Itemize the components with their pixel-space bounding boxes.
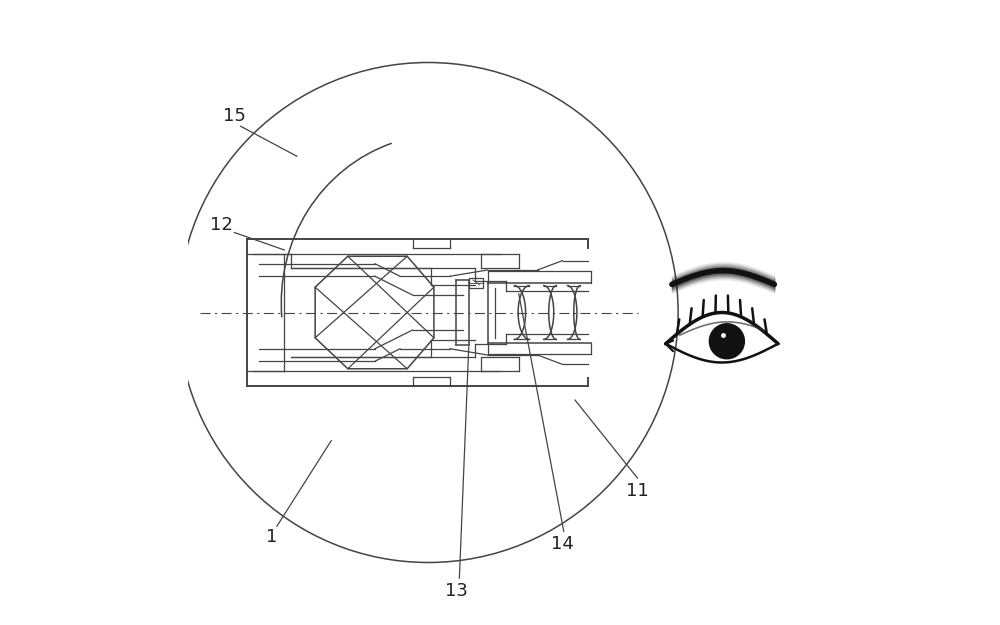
Text: 13: 13: [445, 582, 468, 599]
Text: 1: 1: [266, 529, 278, 546]
Text: 14: 14: [551, 535, 574, 552]
Bar: [469, 278, 483, 288]
Text: 12: 12: [210, 216, 233, 234]
Circle shape: [709, 324, 744, 359]
Text: 15: 15: [223, 107, 246, 124]
Text: 11: 11: [626, 482, 649, 499]
